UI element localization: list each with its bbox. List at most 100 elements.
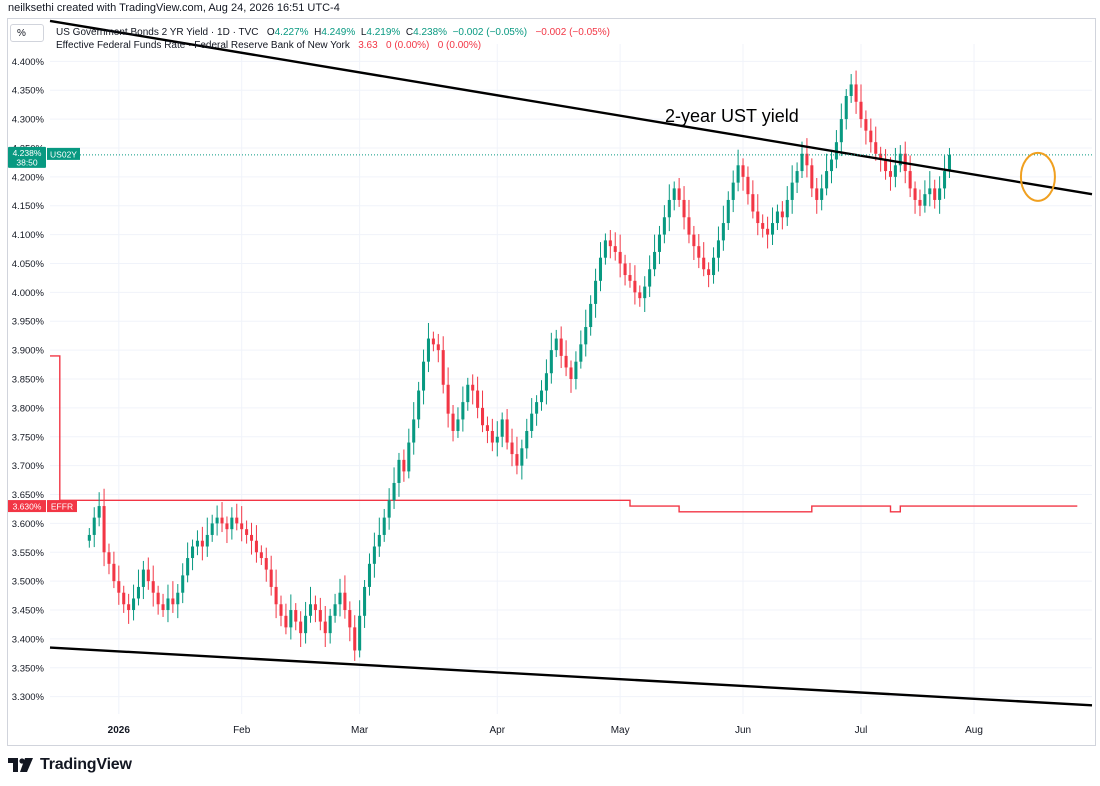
candle-body (107, 552, 111, 564)
candle-body (97, 506, 101, 518)
candle-body (520, 448, 524, 466)
candle-body (132, 598, 136, 611)
candle-body (353, 627, 357, 651)
legend-high: 4.249% (321, 27, 356, 38)
candle-body (603, 240, 607, 258)
x-tick-label: May (611, 725, 630, 736)
y-tick-label: 3.700% (12, 461, 45, 472)
candle-body (367, 563, 372, 587)
legend-low: 4.219% (366, 27, 401, 38)
candle-body (687, 217, 691, 235)
candle-body (539, 390, 544, 403)
y-tick-label: 3.850% (12, 375, 45, 386)
legend-row-us02y[interactable]: US Government Bonds 2 YR Yield · 1D · TV… (56, 27, 610, 38)
trendline (49, 646, 1093, 707)
candle-body (653, 251, 657, 270)
candle-body (195, 540, 199, 547)
candle-body (569, 367, 573, 379)
candle-body (898, 153, 902, 166)
candle-body (908, 171, 912, 189)
legend-us02y-name: US Government Bonds 2 YR Yield · 1D · TV… (56, 27, 259, 38)
candle-body (417, 390, 421, 420)
candle-body (613, 246, 617, 252)
legend-change-2: −0.002 (−0.05%) (535, 27, 610, 38)
candle-body (220, 517, 224, 524)
candle-body (756, 211, 760, 224)
candle-body (181, 575, 185, 593)
y-tick-label: 3.800% (12, 403, 45, 414)
candle-body (505, 419, 509, 443)
candle-body (893, 165, 897, 177)
candle-body (598, 257, 603, 281)
candle-body (854, 84, 858, 102)
y-tick-label: 3.750% (12, 432, 45, 443)
effr-price-value: 3.630% (13, 501, 42, 511)
candle-body (363, 586, 367, 616)
candle-body (87, 534, 91, 541)
candle-body (770, 223, 775, 235)
candle-body (549, 350, 553, 374)
candle-body (254, 540, 258, 553)
us02y-price-tag (8, 146, 46, 168)
candle-body (943, 171, 947, 189)
legend-row-effr[interactable]: Effective Federal Funds Rate · Federal R… (56, 39, 610, 52)
y-tick-label: 4.300% (12, 115, 45, 126)
candle-body (495, 436, 499, 443)
candle-body (466, 384, 470, 403)
candle-body (358, 615, 362, 651)
effr-price-tag (8, 500, 46, 513)
candle-body (584, 327, 588, 345)
candle-body (820, 188, 824, 200)
candle-body (618, 251, 622, 264)
candle-body (751, 194, 755, 212)
candle-body (308, 604, 313, 616)
chart-legend: US Government Bonds 2 YR Yield · 1D · TV… (56, 26, 610, 52)
candle-body (191, 546, 195, 559)
candle-body (643, 286, 647, 299)
us02y-symbol: US02Y (50, 149, 77, 159)
y-tick-label: 3.650% (12, 490, 45, 501)
legend-effr-chg2: 0 (0.00%) (437, 40, 482, 51)
candle-body (299, 621, 303, 634)
candle-body (117, 581, 121, 593)
candle-body (938, 188, 942, 200)
legend-effr-chg1: 0 (0.00%) (386, 40, 430, 51)
legend-open: 4.227% (274, 27, 309, 38)
candle-body (269, 569, 273, 587)
candle-body (372, 546, 376, 564)
candle-body (721, 223, 725, 241)
y-tick-label: 3.900% (12, 346, 45, 357)
x-tick-label: Apr (489, 725, 505, 736)
x-tick-label: Jun (735, 725, 751, 736)
candle-body (815, 188, 819, 200)
candle-body (387, 500, 391, 518)
candle-body (579, 344, 583, 362)
candle-body (849, 84, 853, 96)
candle-body (800, 153, 804, 172)
candle-body (682, 199, 686, 218)
candle-body (156, 592, 160, 605)
candle-body (716, 240, 720, 258)
y-tick-label: 3.950% (12, 317, 45, 328)
candle-body (780, 211, 784, 218)
candle-body (888, 171, 893, 177)
candle-body (510, 442, 514, 455)
candle-body (564, 355, 568, 368)
candle-body (947, 154, 951, 172)
candle-body (805, 153, 809, 166)
candle-body (923, 194, 927, 206)
candle-body (392, 482, 396, 501)
candle-body (766, 228, 770, 235)
candle-body (456, 419, 460, 431)
y-tick-label: 3.550% (12, 548, 45, 559)
candle-body (879, 153, 883, 160)
candle-body (628, 275, 632, 281)
candle-body (436, 344, 440, 351)
candle-body (485, 425, 489, 431)
percent-scale-button[interactable]: % (10, 24, 44, 42)
tradingview-footer: TradingView (8, 754, 132, 776)
candle-body (441, 350, 445, 385)
candle-body (397, 459, 401, 483)
y-tick-label: 4.150% (12, 201, 45, 212)
